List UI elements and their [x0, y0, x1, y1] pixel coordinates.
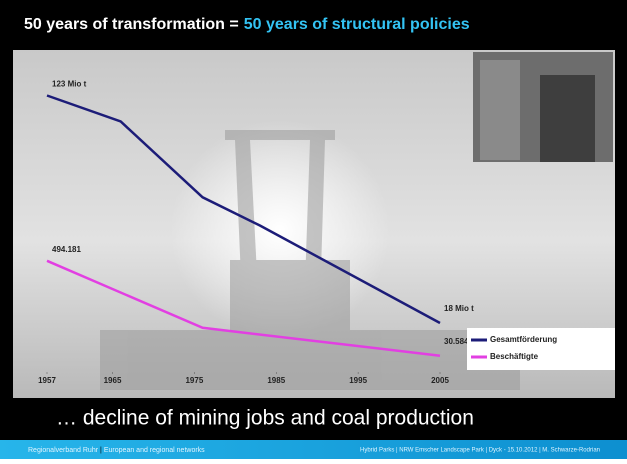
legend-label: Beschäftigte: [490, 352, 539, 361]
data-label: 494.181: [52, 245, 81, 254]
legend-label: Gesamtförderung: [490, 335, 557, 344]
workers-photo-detail: [540, 75, 595, 162]
caption: … decline of mining jobs and coal produc…: [56, 407, 474, 430]
data-label: 123 Mio t: [52, 80, 87, 89]
chart: 1957 1965 1975 1985 1995 2005 123 Mio t 18 Mio …: [38, 80, 615, 385]
x-tick-label: 1985: [267, 376, 285, 385]
x-tick-label: 2005: [431, 376, 449, 385]
x-tick-label: 1975: [185, 376, 203, 385]
legend: Gesamtförderung Beschäftigte: [467, 328, 615, 370]
footer-org: Regionalverband Ruhr: [28, 447, 99, 454]
line-series: [46, 94, 441, 325]
x-tick-label: 1957: [38, 376, 56, 385]
title-text: 50 years of transformation =: [24, 16, 239, 33]
footer-sep: |: [100, 447, 102, 454]
data-label: 18 Mio t: [444, 304, 474, 313]
footer-left: Regionalverband Ruhr | European and region…: [28, 447, 205, 454]
legend-box: [467, 328, 615, 370]
line-series: [46, 259, 441, 357]
footer-bar: [0, 440, 627, 459]
title-highlight: 50 years of structural policies: [244, 16, 470, 33]
footer-right: Hybrid Parks | NRW Emscher Landscape Par…: [360, 448, 600, 454]
x-tick-label: 1965: [104, 376, 122, 385]
footer-topic: European and regional networks: [104, 447, 205, 454]
data-label: 30.584: [444, 337, 469, 346]
slide-title: 50 years of transformation = 50 years of …: [24, 16, 470, 33]
x-tick-label: 1995: [349, 376, 367, 385]
workers-photo-detail: [480, 60, 520, 160]
headframe-silhouette: [100, 130, 520, 390]
